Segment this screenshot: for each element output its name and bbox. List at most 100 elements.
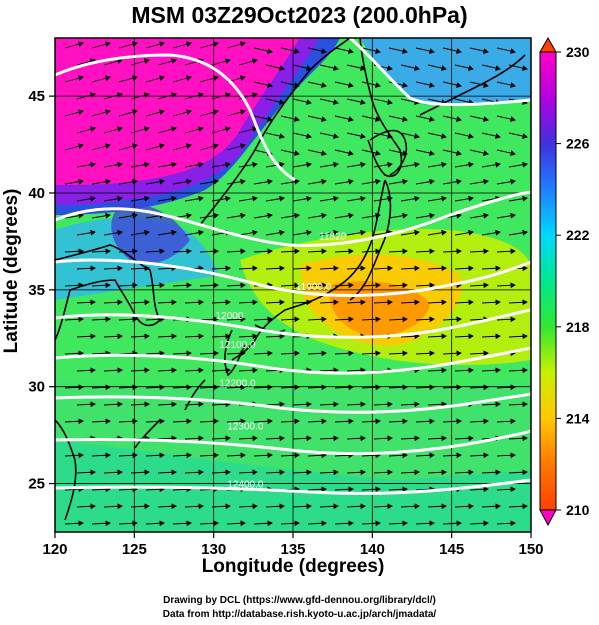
wind-arrow-head bbox=[306, 65, 312, 71]
wind-arrow-head bbox=[240, 452, 246, 459]
wind-arrow-head bbox=[198, 126, 204, 132]
wind-arrow-head bbox=[171, 333, 177, 340]
wind-arrow-head bbox=[375, 212, 381, 219]
wind-arrow-head bbox=[321, 384, 327, 391]
wind-arrow-head bbox=[306, 401, 312, 408]
wind-arrow-head bbox=[198, 229, 204, 236]
wind-arrow-head bbox=[117, 299, 123, 306]
wind-arrow-head bbox=[105, 452, 111, 459]
wind-arrow-head bbox=[429, 452, 435, 459]
wind-arrow-head bbox=[294, 82, 300, 88]
wind-arrow-head bbox=[159, 41, 165, 47]
wind-arrow-head bbox=[375, 486, 381, 493]
wind-arrow bbox=[239, 540, 257, 541]
wind-arrow-head bbox=[522, 401, 528, 408]
wind-arrow-head bbox=[456, 248, 462, 255]
y-tick-label: 35 bbox=[28, 282, 45, 299]
wind-arrow-head bbox=[468, 503, 474, 510]
wind-arrow-head bbox=[495, 299, 501, 306]
wind-arrow-head bbox=[333, 538, 338, 543]
wind-arrow-head bbox=[186, 41, 192, 47]
wind-arrow-head bbox=[348, 350, 354, 357]
wind-arrow bbox=[482, 540, 500, 541]
wind-arrow-head bbox=[522, 503, 528, 510]
wind-arrow-head bbox=[456, 452, 462, 459]
wind-arrow-head bbox=[510, 520, 516, 527]
wind-arrow-head bbox=[360, 65, 366, 71]
wind-arrow-head bbox=[198, 299, 204, 306]
wind-arrow-head bbox=[495, 401, 501, 408]
wind-arrow-head bbox=[132, 316, 138, 323]
wind-arrow-head bbox=[402, 150, 408, 156]
wind-arrow-head bbox=[198, 195, 204, 202]
wind-arrow-head bbox=[510, 178, 516, 185]
wind-arrow-head bbox=[510, 282, 516, 289]
wind-arrow-head bbox=[348, 248, 354, 255]
wind-arrow-head bbox=[441, 299, 447, 306]
wind-arrow-head bbox=[333, 133, 339, 139]
wind-arrow-head bbox=[105, 248, 111, 255]
wind-arrow-head bbox=[78, 109, 84, 115]
colorbar-tick-label: 214 bbox=[566, 410, 590, 426]
wind-arrow-head bbox=[267, 82, 273, 88]
wind-arrow-head bbox=[510, 248, 516, 255]
wind-arrow-head bbox=[186, 418, 192, 425]
wind-arrow-head bbox=[495, 503, 501, 510]
wind-arrow-head bbox=[90, 367, 96, 374]
wind-arrow-head bbox=[252, 229, 258, 236]
wind-arrow-head bbox=[495, 538, 500, 543]
wind-arrow-head bbox=[225, 299, 231, 306]
wind-arrow-head bbox=[78, 178, 84, 185]
wind-arrow-head bbox=[117, 229, 123, 236]
wind-arrow-head bbox=[429, 418, 435, 425]
wind-arrow-head bbox=[456, 316, 462, 323]
wind-arrow bbox=[158, 540, 176, 541]
wind-arrow-head bbox=[144, 299, 150, 306]
wind-arrow-head bbox=[144, 126, 150, 132]
wind-arrow-head bbox=[78, 384, 84, 391]
wind-arrow-head bbox=[483, 486, 489, 493]
wind-arrow-head bbox=[144, 333, 150, 340]
wind-arrow-head bbox=[90, 469, 96, 476]
colorbar: 210 214 218 222 226 230 bbox=[539, 36, 590, 527]
wind-arrow-head bbox=[225, 367, 231, 374]
wind-arrow-head bbox=[105, 75, 111, 81]
wind-arrow-head bbox=[90, 401, 96, 408]
wind-arrow-head bbox=[252, 195, 258, 202]
wind-arrow-head bbox=[348, 520, 354, 527]
wind-arrow-head bbox=[402, 82, 408, 88]
wind-arrow-head bbox=[225, 435, 231, 442]
wind-arrow-head bbox=[333, 65, 339, 71]
wind-arrow-head bbox=[159, 520, 165, 527]
wind-arrow-head bbox=[213, 452, 219, 459]
wind-arrow-head bbox=[306, 195, 312, 202]
wind-arrow-head bbox=[414, 229, 420, 236]
wind-arrow-head bbox=[90, 161, 96, 168]
wind-arrow-head bbox=[321, 316, 327, 323]
wind-arrow-head bbox=[402, 316, 408, 323]
wind-arrow-head bbox=[78, 452, 84, 459]
wind-arrow-head bbox=[456, 150, 462, 156]
wind-arrow-head bbox=[333, 401, 339, 408]
wind-arrow-head bbox=[252, 299, 258, 306]
wind-arrow-head bbox=[387, 299, 393, 306]
wind-arrow-head bbox=[117, 401, 123, 408]
wind-arrow-head bbox=[441, 503, 447, 510]
wind-arrow-head bbox=[198, 333, 204, 340]
wind-arrow-head bbox=[198, 401, 204, 408]
wind-arrow-head bbox=[402, 452, 408, 459]
wind-arrow-head bbox=[279, 133, 285, 139]
wind-arrow-head bbox=[78, 520, 84, 527]
wind-arrow-head bbox=[441, 367, 447, 374]
wind-arrow-head bbox=[360, 99, 366, 105]
wind-arrow-head bbox=[132, 384, 138, 391]
wind-arrow-head bbox=[186, 212, 192, 219]
wind-arrow-head bbox=[171, 299, 177, 306]
wind-arrow-head bbox=[306, 503, 312, 510]
wind-arrow-head bbox=[402, 48, 408, 54]
wind-arrow-head bbox=[414, 195, 420, 202]
wind-arrow-head bbox=[279, 333, 285, 340]
wind-arrow-head bbox=[132, 75, 138, 81]
wind-arrow-head bbox=[348, 384, 354, 391]
wind-arrow-head bbox=[171, 161, 177, 168]
